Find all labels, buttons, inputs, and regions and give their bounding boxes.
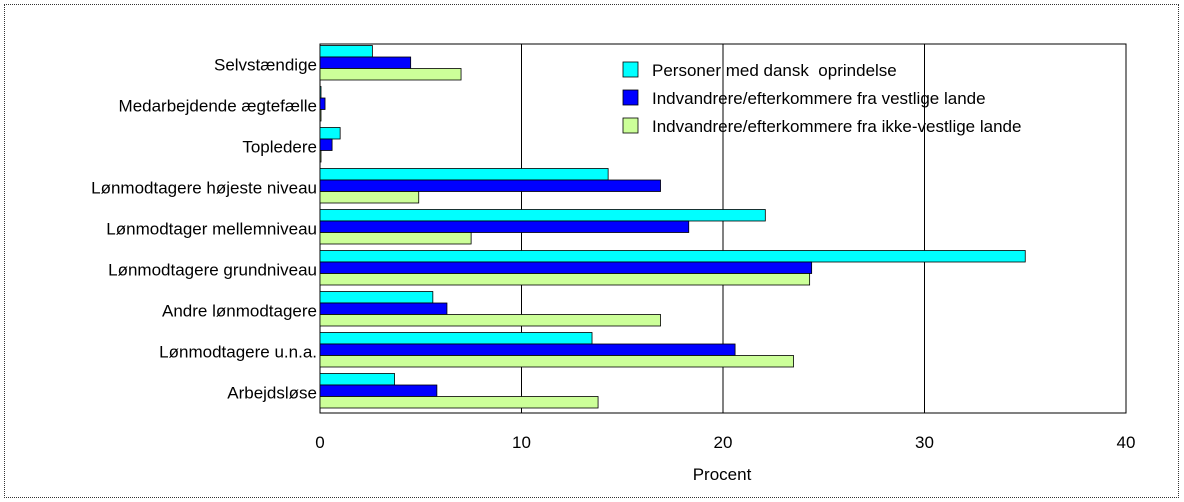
y-tick-label: Lønmodtagere u.n.a. (159, 343, 317, 362)
bar (319, 209, 766, 222)
legend-swatch (622, 61, 639, 78)
legend-swatch (622, 89, 639, 106)
bar (319, 97, 326, 110)
bar (319, 56, 412, 69)
y-tick-label: Lønmodtagere grundniveau (108, 261, 317, 280)
bar (319, 373, 395, 386)
bar (319, 45, 373, 58)
y-tick-label: Topledere (242, 138, 317, 157)
y-tick-label: Lønmodtagere højeste niveau (91, 179, 317, 198)
bar (319, 332, 593, 345)
bar (319, 127, 341, 140)
bar (319, 261, 813, 274)
bar (319, 396, 599, 409)
bar (319, 250, 1026, 263)
bar (319, 168, 609, 181)
bar (319, 220, 690, 233)
x-tick-label: 0 (315, 433, 324, 452)
y-tick-label: Selvstændige (214, 56, 317, 75)
bar (319, 68, 462, 81)
bar (319, 191, 420, 204)
bar (319, 355, 794, 368)
x-tick-label: 10 (512, 433, 531, 452)
bar (319, 384, 438, 397)
y-tick-label: Arbejdsløse (227, 384, 317, 403)
x-tick-label: 30 (915, 433, 934, 452)
bar (319, 291, 434, 304)
axes: Selvstændige Medarbejdende ægtefælle Tople… (91, 56, 1135, 453)
y-tick-label: Lønmodtager mellemniveau (106, 220, 317, 239)
bar (319, 343, 736, 356)
bar (319, 314, 661, 327)
bar (319, 109, 322, 122)
legend-label: Personer med dansk oprindelse (652, 61, 897, 80)
bar (319, 138, 333, 151)
bar (319, 150, 322, 163)
y-tick-label: Medarbejdende ægtefælle (119, 97, 317, 116)
bar (319, 232, 472, 245)
bar (319, 86, 322, 99)
bar (319, 179, 661, 192)
legend-swatch (622, 117, 639, 134)
legend-label: Indvandrere/efterkommere fra ikke-vestli… (652, 117, 1021, 136)
chart-frame (4, 4, 1179, 498)
y-tick-label: Andre lønmodtagere (162, 302, 317, 321)
bar (319, 273, 811, 286)
x-tick-label: 40 (1117, 433, 1136, 452)
x-axis-label: Procent (693, 465, 752, 484)
bar (319, 302, 448, 315)
legend: Personer med dansk oprindelse Indvandrere… (622, 61, 1021, 136)
legend-label: Indvandrere/efterkommere fra vestlige la… (652, 89, 986, 108)
bars (319, 45, 1026, 409)
x-tick-label: 20 (714, 433, 733, 452)
